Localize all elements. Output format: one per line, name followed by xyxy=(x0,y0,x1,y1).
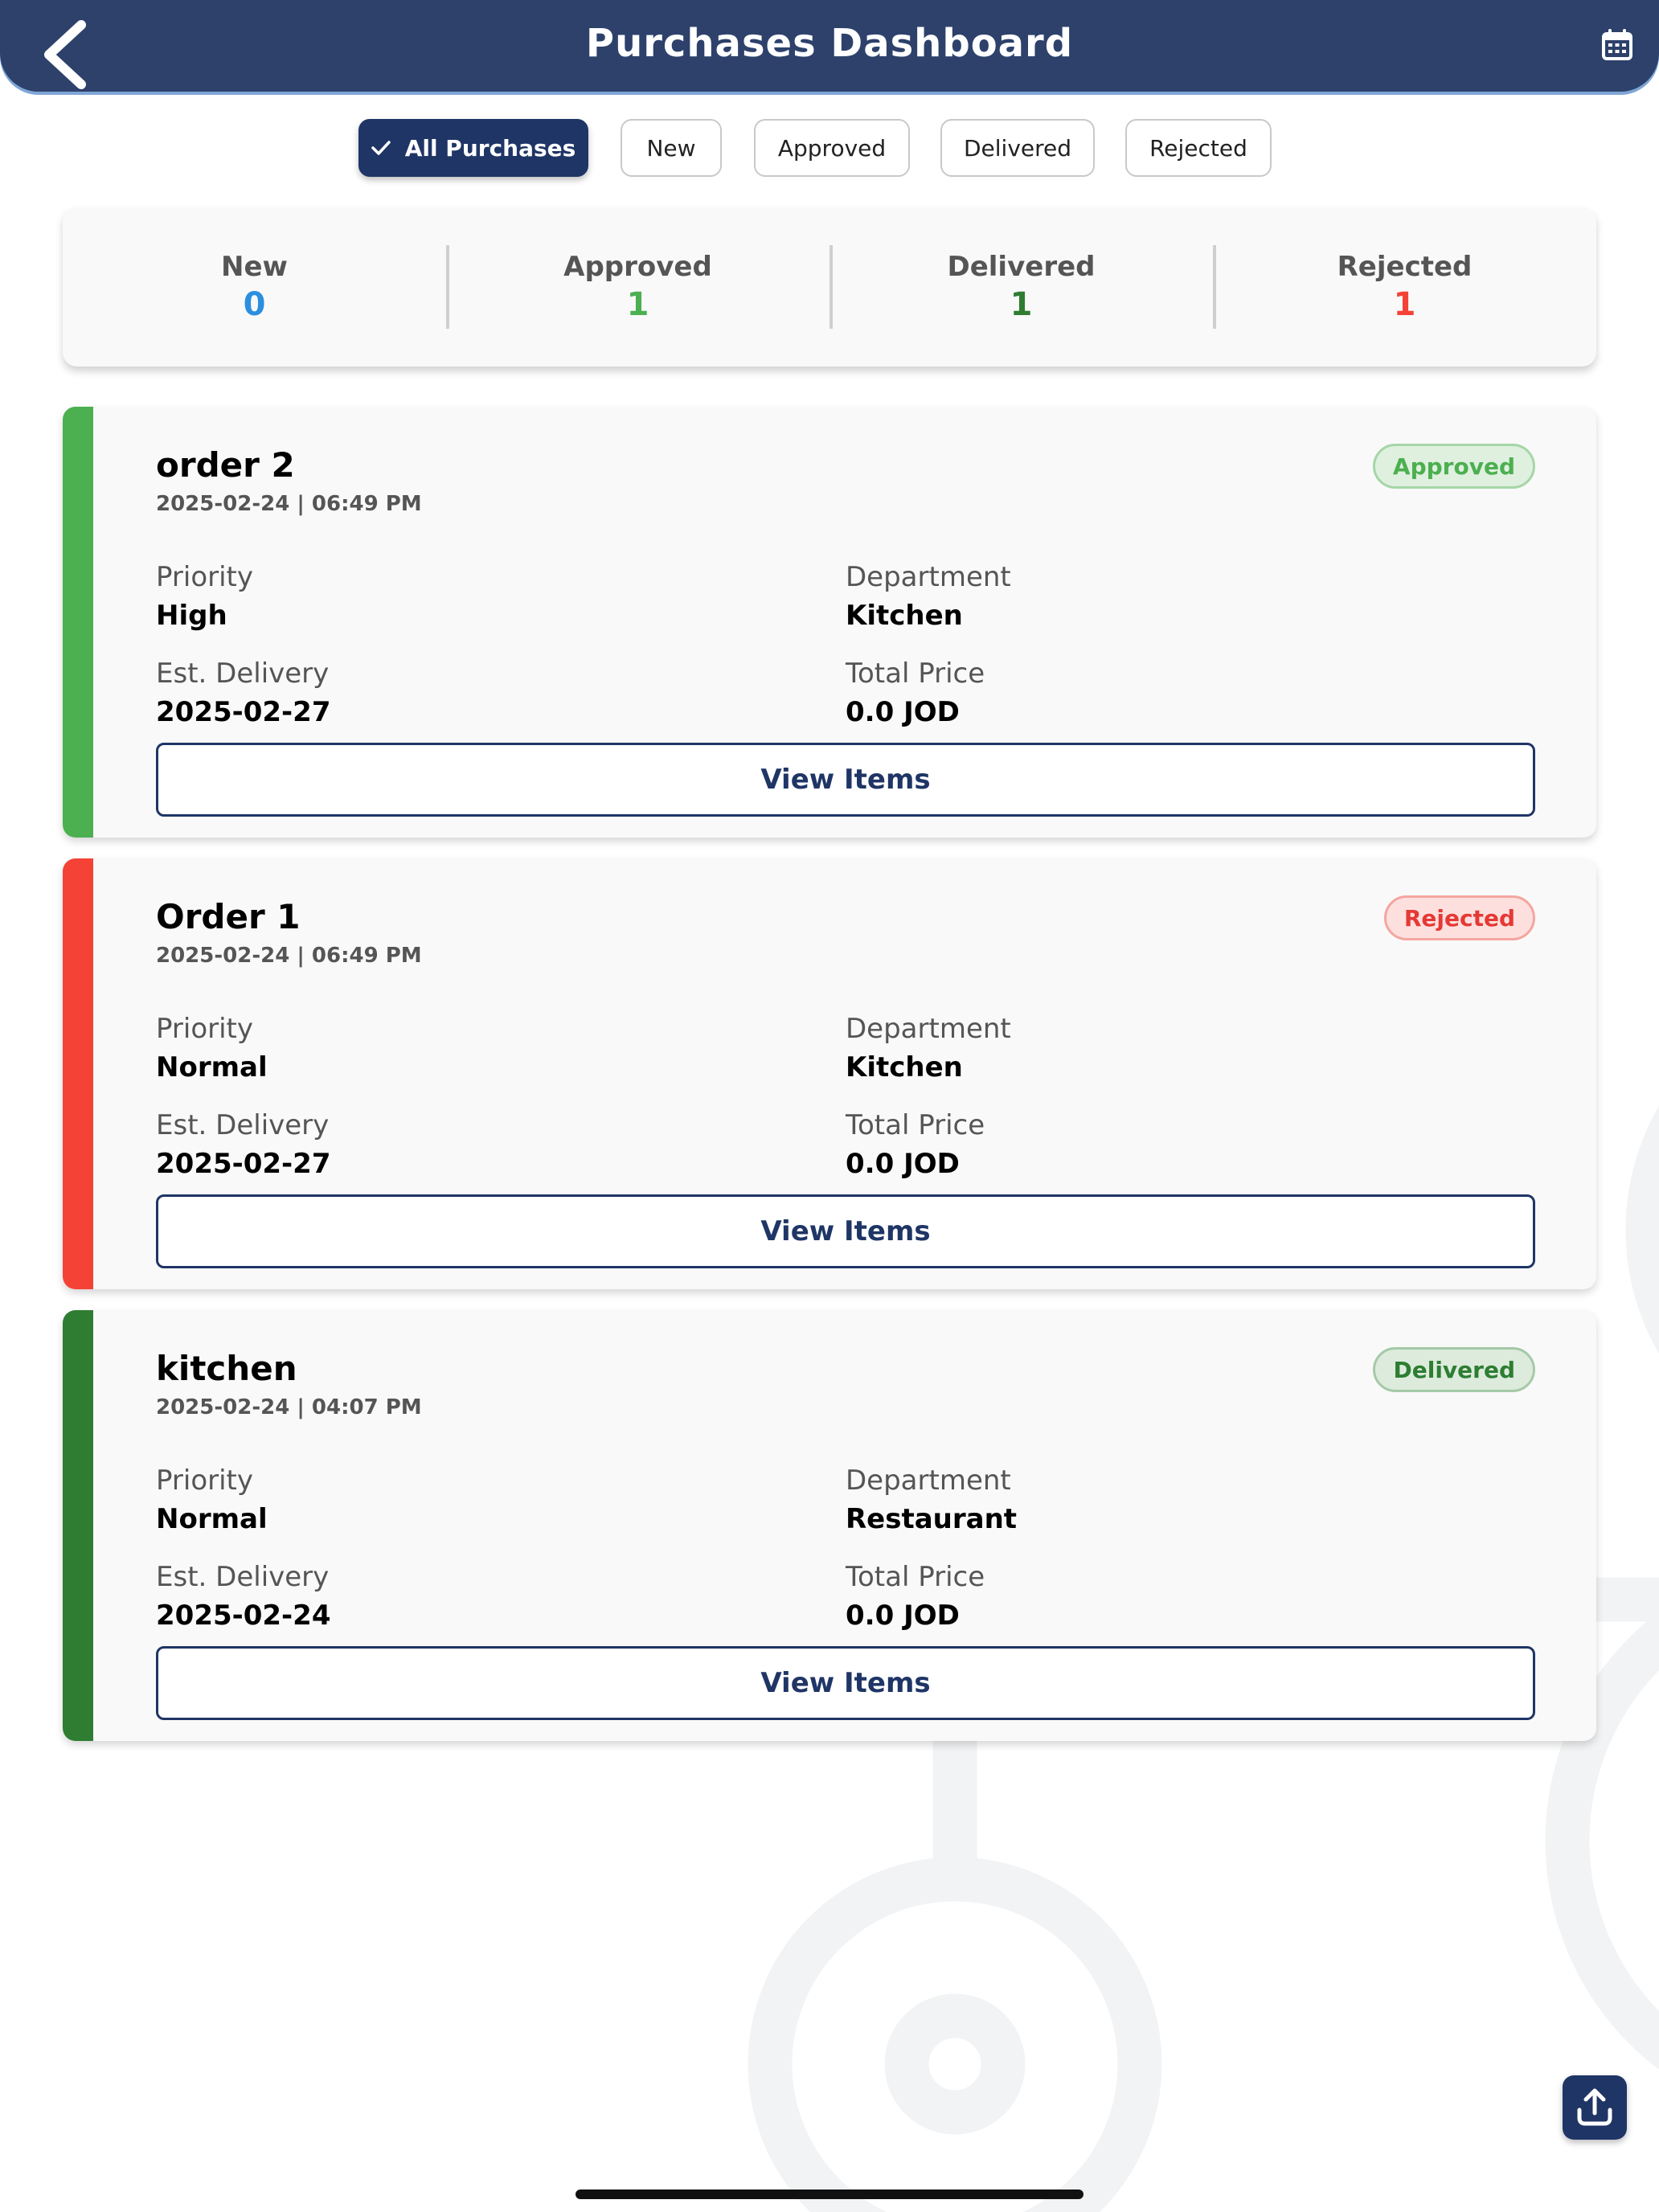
order-name: kitchen xyxy=(156,1349,297,1388)
est-delivery-label: Est. Delivery xyxy=(156,1561,330,1593)
app-header: Purchases Dashboard xyxy=(0,0,1659,92)
stat-label: New xyxy=(221,251,288,283)
order-card: kitchen 2025-02-24 | 04:07 PM Delivered … xyxy=(63,1310,1596,1741)
chevron-left-icon xyxy=(44,20,86,89)
stat-value: 1 xyxy=(1010,286,1033,323)
summary-stat-new: New 0 xyxy=(63,245,446,329)
order-name: order 2 xyxy=(156,445,295,485)
summary-stat-delivered: Delivered 1 xyxy=(830,245,1213,329)
est-delivery-label: Est. Delivery xyxy=(156,1109,330,1141)
upload-icon xyxy=(1577,2088,1612,2126)
est-delivery-value: 2025-02-27 xyxy=(156,1148,331,1180)
order-datetime: 2025-02-24 | 04:07 PM xyxy=(156,1395,422,1419)
order-card: order 2 2025-02-24 | 06:49 PM Approved P… xyxy=(63,407,1596,838)
stat-value: 1 xyxy=(1393,286,1416,323)
calendar-button[interactable] xyxy=(1600,27,1635,63)
home-indicator xyxy=(576,2189,1083,2199)
order-card: Order 1 2025-02-24 | 06:49 PM Rejected P… xyxy=(63,858,1596,1289)
filter-chip-label: Approved xyxy=(777,134,887,162)
status-badge: Delivered xyxy=(1373,1347,1535,1392)
total-price-value: 0.0 JOD xyxy=(846,1148,960,1180)
filter-chip-all-purchases[interactable]: All Purchases xyxy=(358,119,588,177)
filter-chip-label: New xyxy=(646,134,696,162)
back-button[interactable] xyxy=(32,18,96,92)
page-title: Purchases Dashboard xyxy=(585,21,1074,66)
filter-chip-label: Rejected xyxy=(1149,134,1247,162)
department-value: Restaurant xyxy=(846,1503,1018,1535)
priority-value: Normal xyxy=(156,1503,268,1535)
priority-label: Priority xyxy=(156,1464,254,1497)
est-delivery-value: 2025-02-24 xyxy=(156,1600,331,1632)
priority-label: Priority xyxy=(156,1013,254,1045)
order-datetime: 2025-02-24 | 06:49 PM xyxy=(156,492,422,516)
stat-value: 0 xyxy=(243,286,266,323)
status-color-bar xyxy=(63,407,93,838)
total-price-value: 0.0 JOD xyxy=(846,696,960,728)
order-name: Order 1 xyxy=(156,897,301,936)
upload-button[interactable] xyxy=(1563,2075,1627,2140)
view-items-button[interactable]: View Items xyxy=(156,1646,1535,1720)
filter-chip-new[interactable]: New xyxy=(621,119,722,177)
order-datetime: 2025-02-24 | 06:49 PM xyxy=(156,944,422,968)
status-summary-panel: New 0 Approved 1 Delivered 1 Rejected 1 xyxy=(63,207,1596,367)
department-label: Department xyxy=(846,561,1011,593)
filter-chip-delivered[interactable]: Delivered xyxy=(940,119,1095,177)
stat-label: Approved xyxy=(563,251,712,283)
filter-chip-approved[interactable]: Approved xyxy=(754,119,910,177)
total-price-label: Total Price xyxy=(846,657,985,690)
calendar-icon xyxy=(1602,29,1632,60)
check-icon xyxy=(371,140,391,156)
filter-chip-group: All Purchases New Approved Delivered Rej… xyxy=(0,119,1659,177)
priority-value: Normal xyxy=(156,1051,268,1083)
stat-label: Delivered xyxy=(947,251,1096,283)
department-value: Kitchen xyxy=(846,1051,963,1083)
department-value: Kitchen xyxy=(846,600,963,632)
summary-stat-rejected: Rejected 1 xyxy=(1213,245,1596,329)
stat-value: 1 xyxy=(626,286,649,323)
filter-chip-label: Delivered xyxy=(963,134,1072,162)
stat-label: Rejected xyxy=(1337,251,1473,283)
total-price-label: Total Price xyxy=(846,1109,985,1141)
view-items-button[interactable]: View Items xyxy=(156,1194,1535,1268)
priority-value: High xyxy=(156,600,227,632)
status-badge: Approved xyxy=(1372,444,1535,489)
department-label: Department xyxy=(846,1013,1011,1045)
priority-label: Priority xyxy=(156,561,254,593)
department-label: Department xyxy=(846,1464,1011,1497)
total-price-label: Total Price xyxy=(846,1561,985,1593)
view-items-button[interactable]: View Items xyxy=(156,743,1535,817)
filter-chip-label: All Purchases xyxy=(404,134,576,162)
status-color-bar xyxy=(63,858,93,1289)
summary-stat-approved: Approved 1 xyxy=(446,245,830,329)
status-badge: Rejected xyxy=(1383,895,1535,940)
est-delivery-label: Est. Delivery xyxy=(156,657,330,690)
filter-chip-rejected[interactable]: Rejected xyxy=(1125,119,1272,177)
total-price-value: 0.0 JOD xyxy=(846,1600,960,1632)
status-color-bar xyxy=(63,1310,93,1741)
est-delivery-value: 2025-02-27 xyxy=(156,696,331,728)
